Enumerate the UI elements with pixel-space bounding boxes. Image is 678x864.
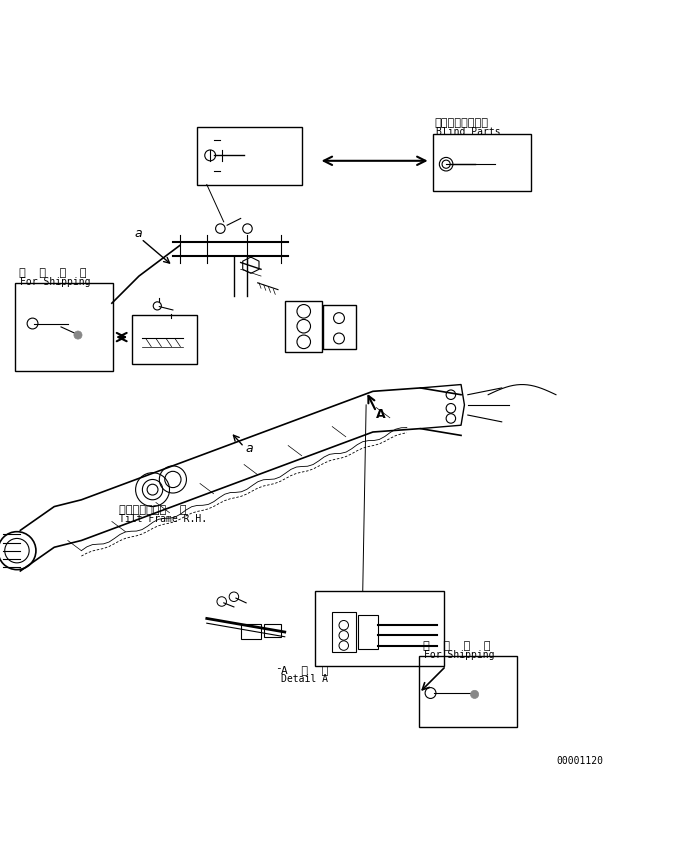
Text: For Shipping: For Shipping [424,650,495,660]
Bar [315,591,444,666]
Text: -: - [275,663,281,673]
Text: ブラインドパーツ: ブラインドパーツ [434,118,488,128]
Bar [264,624,281,638]
Circle shape [471,690,479,698]
Circle shape [74,331,82,339]
Text: For Shipping: For Shipping [20,276,91,287]
Bar [132,315,197,365]
Text: 运  測  部  品: 运 測 部 品 [423,641,491,651]
Bar [15,283,113,371]
Text: Tilt Frame R.H.: Tilt Frame R.H. [119,514,207,524]
Bar [332,612,356,652]
Bar [285,302,322,352]
Text: A: A [376,409,386,422]
Bar [419,656,517,727]
Text: 运  測  部  品: 运 測 部 品 [19,268,87,278]
Text: 00001120: 00001120 [556,756,603,766]
Text: A  詳  細: A 詳 細 [281,664,329,675]
Text: a: a [134,226,142,239]
Text: a: a [245,442,253,455]
Text: Blind Parts: Blind Parts [436,127,500,137]
Bar [241,624,261,638]
Text: Detail A: Detail A [281,674,328,683]
Bar [197,127,302,185]
Text: チルトフレーム  右: チルトフレーム 右 [119,505,186,515]
Bar [358,615,378,649]
Bar [433,134,531,191]
Bar [323,304,356,348]
